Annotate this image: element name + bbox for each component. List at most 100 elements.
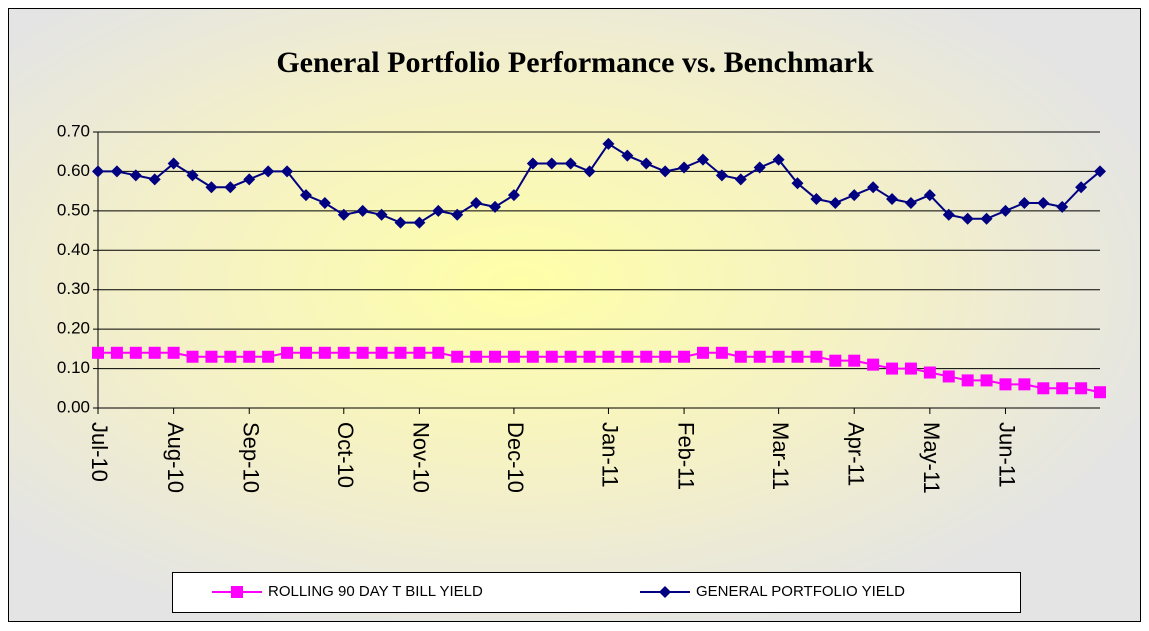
- point: [507, 350, 520, 363]
- point: [451, 350, 464, 363]
- legend-box: [172, 572, 1021, 613]
- point: [1018, 378, 1031, 391]
- x-tick-label: Dec-10: [503, 422, 528, 493]
- point: [999, 204, 1012, 217]
- point: [791, 177, 804, 190]
- point: [867, 358, 880, 371]
- y-tick-label: 0.70: [57, 121, 90, 140]
- point: [318, 196, 331, 209]
- y-tick-label: 0.00: [57, 397, 90, 416]
- legend-marker: [659, 586, 671, 598]
- point: [999, 378, 1012, 391]
- point: [394, 346, 407, 359]
- point: [262, 165, 275, 178]
- y-tick-label: 0.60: [57, 161, 90, 180]
- point: [281, 346, 294, 359]
- x-tick-label: Jul-10: [87, 422, 112, 482]
- point: [489, 350, 502, 363]
- point: [829, 354, 842, 367]
- point: [92, 165, 104, 178]
- point: [640, 157, 653, 170]
- point: [602, 350, 615, 363]
- point: [545, 157, 558, 170]
- point: [337, 208, 350, 221]
- point: [356, 204, 369, 217]
- point: [110, 165, 123, 178]
- point: [224, 350, 237, 363]
- y-tick-label: 0.40: [57, 240, 90, 259]
- x-tick-label: Aug-10: [163, 422, 188, 493]
- point: [375, 346, 388, 359]
- point: [470, 350, 483, 363]
- point: [659, 350, 672, 363]
- point: [602, 137, 615, 150]
- point: [375, 208, 388, 221]
- point: [621, 350, 634, 363]
- point: [886, 362, 899, 375]
- point: [696, 346, 709, 359]
- point: [810, 350, 823, 363]
- point: [394, 216, 407, 229]
- point: [583, 165, 596, 178]
- x-tick-label: Nov-10: [409, 422, 434, 493]
- point: [1056, 200, 1069, 213]
- point: [980, 212, 993, 225]
- point: [413, 346, 426, 359]
- point: [167, 157, 180, 170]
- point: [715, 346, 728, 359]
- point: [810, 193, 823, 206]
- point: [243, 350, 256, 363]
- x-tick-label: Oct-10: [333, 422, 358, 488]
- point: [753, 350, 766, 363]
- point: [507, 189, 520, 202]
- y-tick-label: 0.20: [57, 319, 90, 338]
- point: [583, 350, 596, 363]
- point: [129, 346, 142, 359]
- point: [867, 181, 880, 194]
- point: [432, 346, 445, 359]
- point: [848, 354, 861, 367]
- point: [489, 200, 502, 213]
- point: [904, 196, 917, 209]
- point: [129, 169, 142, 182]
- point: [791, 350, 804, 363]
- point: [1094, 165, 1106, 178]
- point: [299, 189, 312, 202]
- point: [470, 196, 483, 209]
- point: [942, 370, 955, 383]
- point: [734, 350, 747, 363]
- point: [413, 216, 426, 229]
- point: [621, 149, 634, 162]
- x-tick-label: Jan-11: [598, 422, 623, 488]
- point: [734, 173, 747, 186]
- point: [451, 208, 464, 221]
- point: [848, 189, 861, 202]
- point: [772, 350, 785, 363]
- point: [696, 153, 709, 166]
- point: [545, 350, 558, 363]
- point: [904, 362, 917, 375]
- point: [337, 346, 350, 359]
- point: [1056, 382, 1069, 395]
- legend-label: ROLLING 90 DAY T BILL YIELD: [268, 583, 483, 600]
- y-tick-label: 0.30: [57, 279, 90, 298]
- point: [1075, 382, 1088, 395]
- point: [262, 350, 275, 363]
- point: [526, 350, 539, 363]
- x-tick-label: Jun-11: [995, 422, 1020, 488]
- point: [829, 196, 842, 209]
- point: [318, 346, 331, 359]
- point: [1037, 382, 1050, 395]
- point: [281, 165, 294, 178]
- point: [923, 189, 936, 202]
- point: [205, 350, 218, 363]
- chart-frame: [8, 8, 1141, 622]
- point: [715, 169, 728, 182]
- point: [167, 346, 180, 359]
- point: [961, 212, 974, 225]
- point: [186, 169, 199, 182]
- point: [110, 346, 123, 359]
- point: [224, 181, 237, 194]
- point: [1094, 386, 1106, 399]
